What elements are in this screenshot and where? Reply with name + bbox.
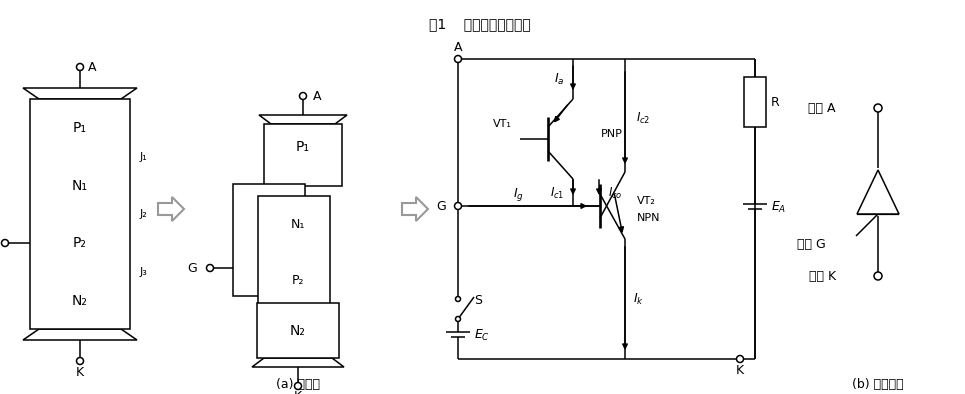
Text: $E_A$: $E_A$ — [771, 199, 786, 215]
Circle shape — [207, 264, 213, 271]
Text: K: K — [736, 364, 744, 377]
Text: 阳极 A: 阳极 A — [809, 102, 836, 115]
Text: PNP: PNP — [601, 129, 622, 139]
Text: N₁: N₁ — [72, 179, 88, 193]
Text: 门极 G: 门极 G — [797, 238, 826, 251]
Text: $I_{c2}$: $I_{c2}$ — [636, 110, 650, 126]
Text: N₁: N₁ — [290, 217, 305, 230]
Text: $I_a$: $I_a$ — [554, 71, 565, 87]
Polygon shape — [259, 115, 347, 124]
Circle shape — [455, 316, 460, 322]
Bar — [264, 124, 342, 186]
Text: J₃: J₃ — [140, 267, 148, 277]
Polygon shape — [158, 197, 184, 221]
Text: K: K — [294, 390, 302, 394]
Text: $I_{c1}$: $I_{c1}$ — [550, 186, 565, 201]
Circle shape — [736, 355, 743, 362]
Polygon shape — [252, 358, 344, 367]
Text: VT₁: VT₁ — [493, 119, 512, 129]
Circle shape — [455, 56, 461, 63]
Text: S: S — [474, 294, 482, 307]
Text: NPN: NPN — [637, 213, 660, 223]
Polygon shape — [402, 197, 428, 221]
Text: K: K — [76, 366, 84, 379]
Polygon shape — [857, 170, 899, 214]
Text: A: A — [454, 41, 462, 54]
Circle shape — [455, 203, 461, 210]
Polygon shape — [23, 88, 137, 99]
Text: P₂: P₂ — [291, 273, 304, 286]
Bar — [257, 303, 339, 358]
Text: N₁: N₁ — [258, 206, 272, 219]
Bar — [30, 99, 130, 329]
Text: $I_g$: $I_g$ — [512, 186, 523, 203]
Text: $E_C$: $E_C$ — [474, 327, 490, 342]
Bar — [233, 184, 305, 296]
Text: A: A — [313, 89, 321, 102]
Text: 图1    晶闸管等效图解图: 图1 晶闸管等效图解图 — [429, 17, 531, 31]
Text: G: G — [187, 262, 197, 275]
Text: N₂: N₂ — [72, 294, 88, 308]
Text: N₂: N₂ — [290, 324, 306, 338]
Bar — [744, 77, 766, 127]
Text: J₁: J₁ — [140, 152, 148, 162]
Polygon shape — [23, 329, 137, 340]
Text: $I_k$: $I_k$ — [633, 292, 645, 307]
Text: P₁: P₁ — [296, 140, 310, 154]
Text: P₂: P₂ — [73, 236, 87, 250]
Circle shape — [299, 93, 307, 100]
Text: 阴极 K: 阴极 K — [809, 269, 836, 282]
Text: (a) 等效图: (a) 等效图 — [276, 377, 320, 390]
Circle shape — [76, 357, 84, 364]
Circle shape — [455, 297, 460, 301]
Text: R: R — [771, 95, 780, 108]
Text: J₂: J₂ — [140, 209, 148, 219]
Text: (b) 器件符号: (b) 器件符号 — [852, 377, 904, 390]
Circle shape — [76, 63, 84, 71]
Circle shape — [294, 383, 301, 390]
Circle shape — [2, 240, 9, 247]
Circle shape — [874, 272, 882, 280]
Text: G: G — [436, 199, 446, 212]
Text: P₂: P₂ — [259, 262, 271, 275]
Circle shape — [874, 104, 882, 112]
Text: A: A — [88, 61, 96, 74]
Text: P₁: P₁ — [73, 121, 87, 135]
Text: VT₂: VT₂ — [637, 196, 656, 206]
Bar — [258, 196, 330, 308]
Text: $I_{co}$: $I_{co}$ — [608, 186, 622, 201]
